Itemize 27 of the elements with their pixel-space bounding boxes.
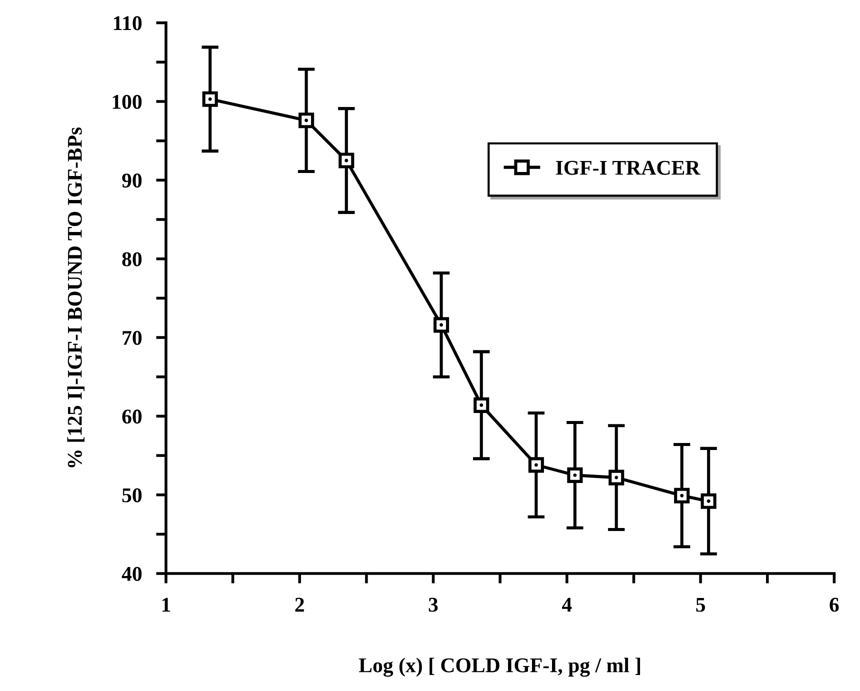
point [434,317,450,333]
y-tick-label: 100 [112,94,142,109]
y-tick-label: 90 [122,174,142,188]
x-axis-title: Log (x) [ COLD IGF-I, pg / ml ] [358,658,640,677]
point [202,91,218,107]
point [700,493,716,509]
y-tick-label: 50 [122,488,142,502]
y-axis-title: % [125 I]-IGF-I BOUND TO IGF-BPs [67,127,84,468]
point [298,112,314,128]
point [528,457,544,473]
point [567,467,583,483]
y-tick-label: 110 [114,16,142,30]
y-tick-label: 80 [122,252,142,266]
point [608,470,624,486]
y-tick-label: 70 [122,330,142,345]
x-tick-label: 4 [562,598,572,612]
x-tick-label: 1 [162,598,170,612]
y-tick-label: 40 [122,566,142,581]
y-tick-label: 60 [122,410,142,424]
point [338,152,354,168]
x-tick-label: 3 [428,598,438,612]
point [674,488,690,504]
x-tick-label: 5 [696,598,706,612]
legend-label: IGF-I TRACER [556,160,700,175]
x-tick-label: 2 [295,598,304,612]
point [474,397,490,413]
x-tick-label: 6 [830,598,839,612]
